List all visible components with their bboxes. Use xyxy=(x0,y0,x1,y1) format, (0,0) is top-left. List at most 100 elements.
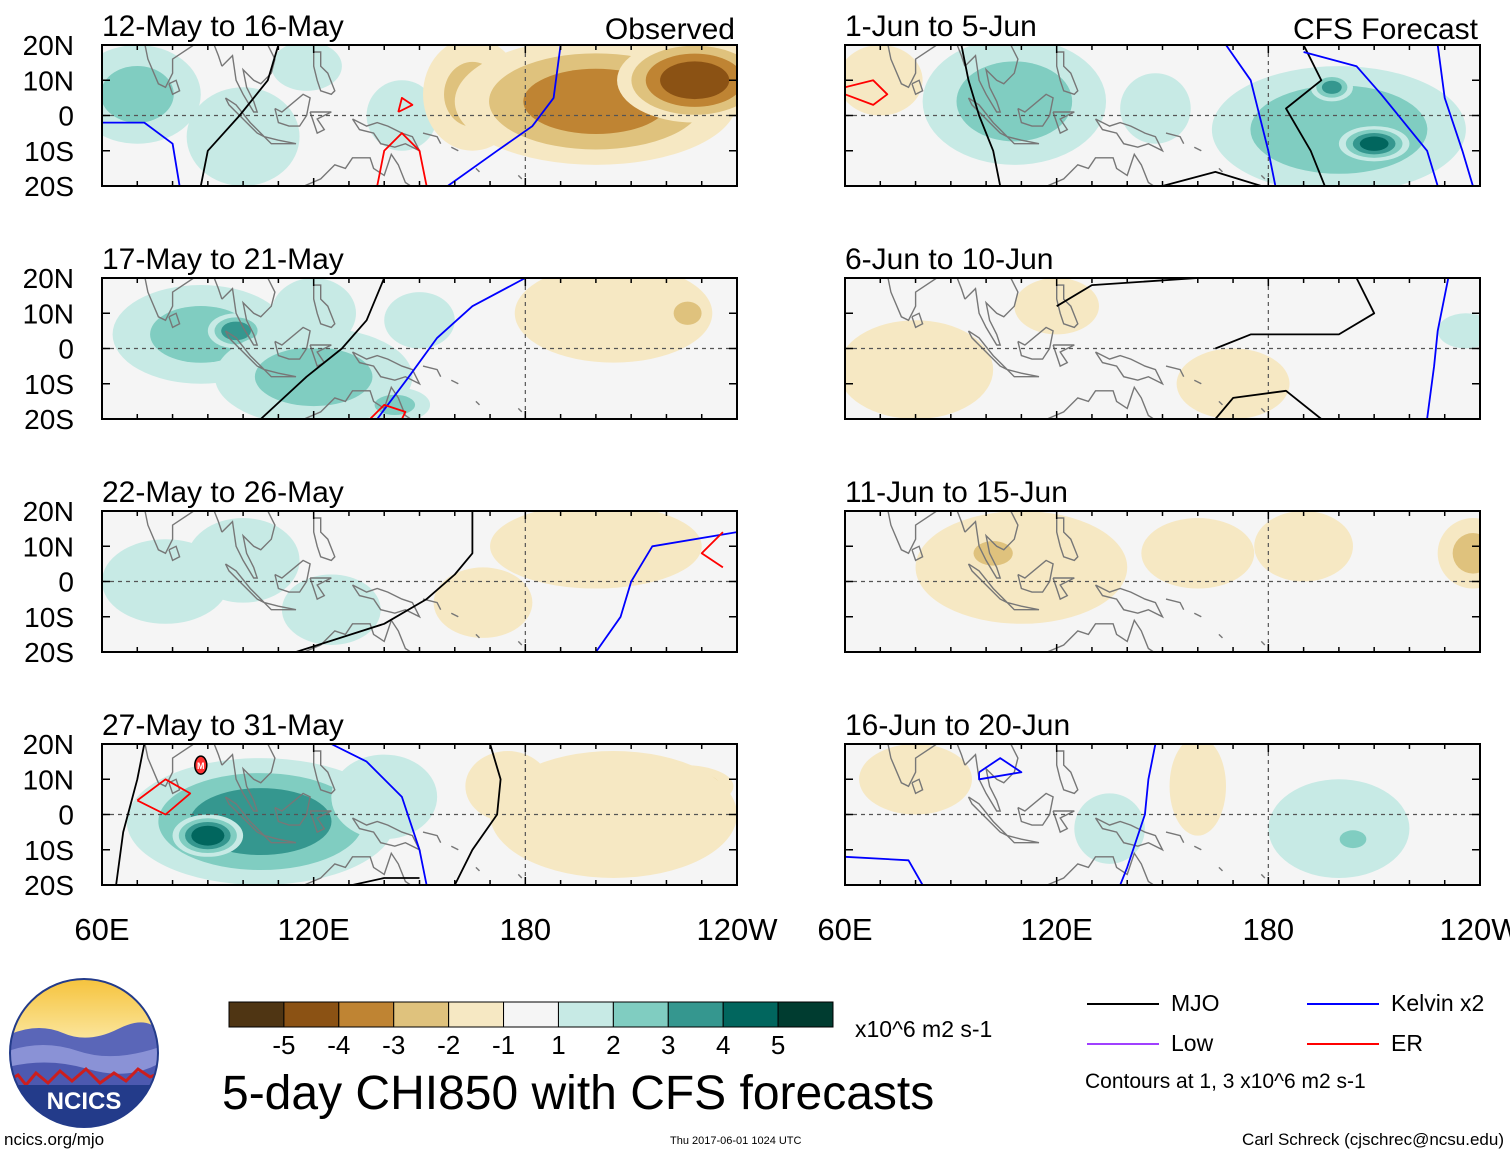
coastline xyxy=(274,792,311,826)
footer-url[interactable]: ncics.org/mjo xyxy=(4,1130,105,1149)
er-contour xyxy=(845,79,889,106)
anomaly-blob-level xyxy=(956,61,1073,142)
panel-period-label: 11-Jun to 15-Jun xyxy=(845,476,1068,509)
coastline xyxy=(224,330,265,371)
mjo-marker-label: M xyxy=(197,761,205,771)
map-panel-4: M 27-May to 31-May 20N 10N 0 10S 20S xyxy=(23,709,738,901)
panel-period-label: 27-May to 31-May xyxy=(102,709,344,742)
anomaly-blob xyxy=(845,45,923,116)
anomaly-field xyxy=(112,278,713,419)
coastline xyxy=(964,744,1019,812)
map-panel-2: 17-May to 21-May 20N 10N 0 10S 20S xyxy=(23,243,738,435)
colorbar-swatch xyxy=(503,1001,559,1028)
anomaly-blob xyxy=(490,751,737,878)
coastline xyxy=(1193,612,1202,618)
y-tick-label: 10S xyxy=(24,369,74,400)
panel-period-label: 22-May to 26-May xyxy=(102,476,344,509)
mjo-contour xyxy=(1285,45,1326,186)
colorbar-swatch xyxy=(448,1001,505,1028)
wave-contours xyxy=(115,744,502,885)
anomaly-blob xyxy=(915,511,1128,624)
coastline xyxy=(475,167,480,173)
coastline xyxy=(221,744,276,812)
coastline xyxy=(302,152,412,186)
coastline xyxy=(1056,750,1079,795)
wave-contours xyxy=(295,511,737,652)
coastlines xyxy=(887,511,1266,652)
coastline xyxy=(1165,132,1185,145)
coastline xyxy=(168,545,181,562)
coastline xyxy=(964,278,1019,346)
mjo-contour xyxy=(115,744,146,885)
coastline xyxy=(1006,834,1040,844)
y-tick-label: 20N xyxy=(23,30,74,61)
coastline xyxy=(967,330,1008,371)
legend-mjo-line xyxy=(1087,1002,1159,1005)
anomaly-field xyxy=(845,45,1466,186)
column-label: Observed xyxy=(605,13,735,46)
wave-contours xyxy=(260,278,526,419)
anomaly-blob xyxy=(331,754,438,840)
map-panel-1: 12-May to 16-May Observed 20N 10N 0 10S 20S xyxy=(23,10,738,202)
coastline xyxy=(1006,601,1040,611)
y-tick-label: 20S xyxy=(24,870,74,901)
legend-er-line xyxy=(1307,1042,1379,1045)
coastlines xyxy=(887,45,1266,186)
colorbar-swatch xyxy=(777,1001,834,1028)
colorbar-swatch xyxy=(283,1001,340,1028)
colorbar-swatch xyxy=(338,1001,395,1028)
coastline xyxy=(1094,584,1165,619)
coastline xyxy=(422,132,442,145)
y-tick-label: 10S xyxy=(24,835,74,866)
legend-low-line xyxy=(1087,1042,1159,1045)
colorbar-label: 4 xyxy=(716,1030,730,1060)
anomaly-blob xyxy=(1014,278,1099,335)
column-label: CFS Forecast xyxy=(1293,13,1479,46)
colorbar-label: 1 xyxy=(551,1030,565,1060)
colorbar-swatch xyxy=(557,1001,614,1028)
mjo-contour xyxy=(1214,389,1322,419)
anomaly-blob-level xyxy=(221,321,251,341)
anomaly-blob xyxy=(1437,313,1480,349)
colorbar-units: x10^6 m2 s-1 xyxy=(855,1016,993,1042)
colorbar-label: 5 xyxy=(771,1030,785,1060)
coastline xyxy=(313,284,336,329)
coastline xyxy=(1045,618,1155,652)
legend-mjo-label: MJO xyxy=(1171,990,1220,1016)
y-tick-label: 20N xyxy=(23,263,74,294)
y-tick-label: 20S xyxy=(24,171,74,202)
coastline xyxy=(1260,873,1266,879)
mjo-contour xyxy=(260,278,386,419)
anomaly-blob xyxy=(1268,779,1410,878)
coastline xyxy=(517,640,523,646)
coastline xyxy=(144,278,223,322)
x-tick-label: 60E xyxy=(74,912,129,947)
kelvin-contour xyxy=(330,744,428,885)
coastline xyxy=(1260,407,1266,413)
coastline xyxy=(1165,365,1185,378)
anomaly-blob-level xyxy=(1321,80,1342,94)
legend-low: Low xyxy=(1087,1030,1213,1057)
coastline xyxy=(1165,831,1185,844)
coastline xyxy=(450,146,459,152)
coastline xyxy=(1006,136,1040,145)
coastline xyxy=(1052,111,1075,135)
anomaly-field xyxy=(915,511,1480,624)
anomaly-blob xyxy=(859,744,972,815)
coastline xyxy=(887,744,966,788)
mjo-contour xyxy=(453,744,502,885)
anomaly-blob xyxy=(186,87,300,186)
legend-kelvin-label: Kelvin x2 xyxy=(1391,990,1485,1016)
coastline xyxy=(309,577,332,601)
legend-mjo: MJO xyxy=(1087,990,1220,1017)
x-tick-label: 120E xyxy=(277,912,349,947)
coastline xyxy=(450,612,459,618)
y-tick-label: 10N xyxy=(23,764,74,795)
coastline xyxy=(309,111,332,135)
contour-note: Contours at 1, 3 x10^6 m2 s-1 xyxy=(1085,1070,1366,1093)
coastline xyxy=(309,810,332,834)
ncics-logo: NCICS xyxy=(9,978,159,1128)
y-tick-label: 20N xyxy=(23,496,74,527)
coastline xyxy=(302,851,412,885)
anomaly-field xyxy=(859,744,1410,878)
